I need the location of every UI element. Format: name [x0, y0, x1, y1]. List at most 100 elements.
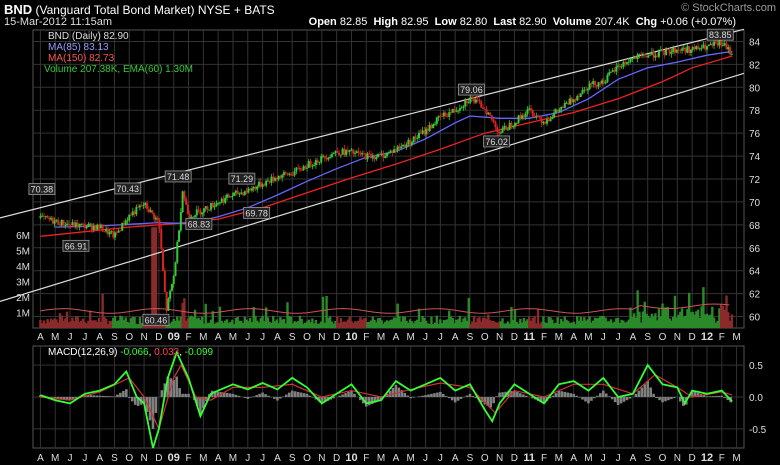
macd-histogram-bar	[86, 394, 90, 397]
volume-bar	[323, 322, 327, 328]
month-tick-label: M	[199, 453, 207, 464]
volume-tick-label: 1M	[16, 309, 30, 320]
volume-bar	[661, 303, 664, 328]
volume-bar	[293, 321, 296, 328]
price-candle	[298, 168, 301, 170]
volume-bar	[412, 323, 415, 328]
price-candle	[377, 154, 380, 158]
macd-histogram-bar	[513, 390, 516, 397]
month-tick-label: M	[555, 332, 563, 343]
volume-bar	[647, 316, 650, 328]
high-label: High	[373, 16, 398, 28]
legend-ma150: MA(150) 82.73	[48, 53, 115, 64]
volume-bar	[72, 321, 76, 328]
price-candle	[700, 47, 703, 49]
macd-histogram-bar	[667, 397, 670, 401]
price-candle	[649, 54, 652, 56]
macd-histogram-bar	[634, 393, 638, 397]
volume-bar	[92, 320, 95, 328]
volume-bar	[508, 323, 511, 328]
macd-histogram-bar	[228, 393, 232, 397]
month-tick-label: O	[125, 332, 133, 343]
price-candle	[513, 123, 516, 126]
volume-bar	[563, 316, 566, 328]
volume-bar	[81, 318, 85, 328]
price-candle	[579, 93, 582, 98]
price-candle	[291, 175, 294, 176]
price-candle	[85, 226, 88, 229]
month-tick-label: D	[155, 453, 162, 464]
volume-bar	[108, 321, 111, 328]
volume-bar	[83, 322, 87, 328]
volume-bar	[227, 322, 231, 328]
volume-bar	[428, 324, 431, 328]
price-annotation-label: 71.29	[231, 174, 254, 184]
trend-channel-line	[0, 72, 745, 302]
price-candle	[675, 49, 678, 53]
volume-bar	[282, 318, 286, 328]
macd-histogram-bar	[610, 397, 614, 400]
macd-histogram-bar	[119, 392, 122, 397]
price-candle	[245, 191, 248, 193]
volume-bar	[321, 296, 325, 328]
price-candle	[247, 188, 250, 193]
ohlc-summary: Open 82.85 High 82.95 Low 82.80 Last 82.…	[309, 16, 736, 28]
volume-bar	[435, 315, 438, 328]
volume-bar	[583, 317, 586, 328]
volume-bar	[113, 315, 117, 328]
price-candle	[218, 202, 221, 204]
price-candle	[309, 161, 312, 166]
price-candle	[224, 197, 227, 203]
volume-bar	[259, 317, 263, 328]
volume-bar	[702, 287, 705, 328]
price-candle	[352, 149, 355, 154]
month-tick-label: 11	[523, 452, 535, 464]
price-candle	[389, 150, 392, 152]
volume-bars	[39, 227, 734, 328]
macd-histogram-bar	[347, 391, 350, 397]
price-candle	[133, 211, 136, 215]
price-candle	[160, 229, 163, 250]
volume-bar	[314, 319, 318, 328]
price-candle	[592, 81, 595, 85]
volume-bar	[181, 303, 184, 328]
macd-series	[39, 350, 733, 449]
legend-macd: MACD(12,26,9) -0.066, 0.033, -0.099	[48, 347, 214, 358]
volume-bar	[586, 319, 590, 328]
volume-bar	[408, 319, 412, 328]
price-candle	[455, 110, 458, 112]
price-candle	[272, 176, 275, 181]
macd-histogram-bar	[604, 393, 608, 397]
price-candle	[529, 108, 532, 111]
month-tick-label: J	[260, 332, 265, 343]
month-tick-label: S	[644, 453, 651, 464]
volume-bar	[316, 324, 319, 328]
price-candle	[448, 112, 451, 117]
month-tick-label: M	[584, 332, 592, 343]
volume-bar	[241, 323, 245, 328]
volume-bar	[224, 320, 227, 328]
price-candle	[457, 110, 460, 112]
price-candle	[471, 96, 474, 99]
price-annotation-label: 69.78	[245, 208, 268, 218]
price-candle	[332, 153, 335, 155]
volume-bar	[88, 310, 92, 328]
macd-histogram-bar	[495, 396, 498, 397]
price-annotation-box	[164, 170, 192, 183]
month-tick-label: O	[659, 453, 667, 464]
macd-histogram-bar	[702, 395, 706, 397]
price-candle	[172, 275, 175, 285]
volume-bar	[437, 323, 440, 328]
macd-histogram-bar	[409, 397, 413, 399]
macd-histogram-bar	[332, 397, 335, 399]
volume-bar	[725, 295, 728, 328]
macd-histogram-bar	[453, 397, 457, 403]
macd-histogram-bar	[154, 397, 158, 413]
macd-histogram-bar	[637, 390, 641, 397]
month-tick-label: M	[584, 453, 592, 464]
volume-bar	[99, 321, 103, 328]
price-candle	[243, 191, 246, 195]
price-candle	[176, 241, 179, 263]
macd-histogram-bar	[507, 391, 510, 397]
macd-histogram-bar	[524, 395, 528, 397]
